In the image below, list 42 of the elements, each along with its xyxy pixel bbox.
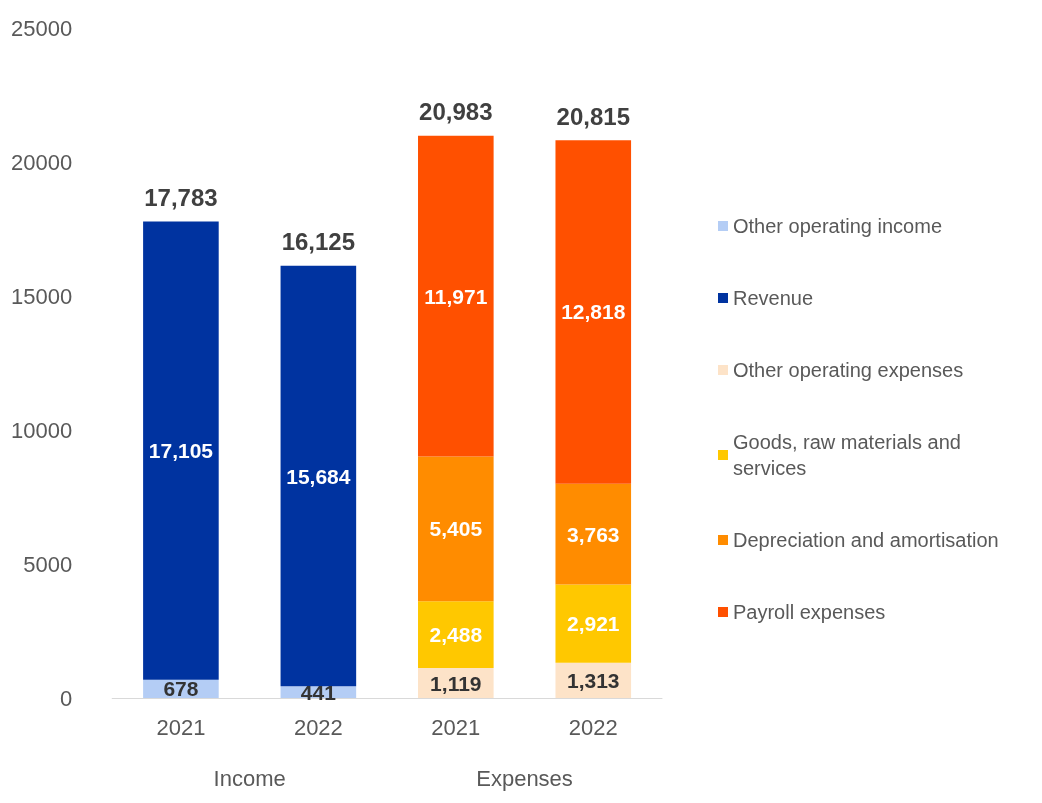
data-label: 2,488 [429,623,483,647]
y-tick-label: 0 [59,685,73,711]
bar [555,140,632,484]
bar [143,221,219,680]
legend-label: Other operating expenses [733,359,964,381]
legend-label: Revenue [733,287,814,309]
x-tick-label: 2021 [431,714,481,740]
data-label: 12,818 [561,300,626,324]
text: Expenses [476,765,573,791]
y-tick-label: 20000 [10,149,73,175]
bar [555,483,632,585]
bar [555,584,632,663]
data-label: 15,684 [286,464,351,488]
bar [418,601,494,669]
data-label: 17,105 [148,439,214,463]
legend-label: Payroll expenses [733,601,886,623]
data-label: 1,313 [566,668,620,692]
total-label: 16,125 [281,228,356,256]
y-tick-label: 10000 [10,417,73,443]
data-label: 441 [300,680,337,704]
bar [280,265,357,687]
bar [418,456,494,602]
total-label: 20,815 [556,102,630,130]
data-label: 5,405 [429,517,483,541]
x-tick-label: 2021 [156,714,206,740]
bar [418,135,494,457]
data-label: 1,119 [430,671,482,695]
y-tick-label: 5000 [23,551,73,577]
data-label: 678 [163,677,199,701]
y-tick-label: 15000 [10,283,73,309]
y-tick-label: 25000 [10,15,73,41]
legend-label: Goods, raw materials and services [733,431,967,479]
legend-label: Depreciation and amortisation [733,529,999,551]
total-label: 17,783 [144,183,218,211]
x-tick-label: 2022 [568,714,618,740]
legend-label: Other operating income [733,215,943,237]
x-tick-label: 2022 [293,714,343,740]
text: Income [213,765,286,791]
data-label: 11,971 [424,284,488,308]
data-label: 2,921 [566,612,620,636]
data-label: 3,763 [566,522,620,546]
total-label: 20,983 [419,98,493,126]
